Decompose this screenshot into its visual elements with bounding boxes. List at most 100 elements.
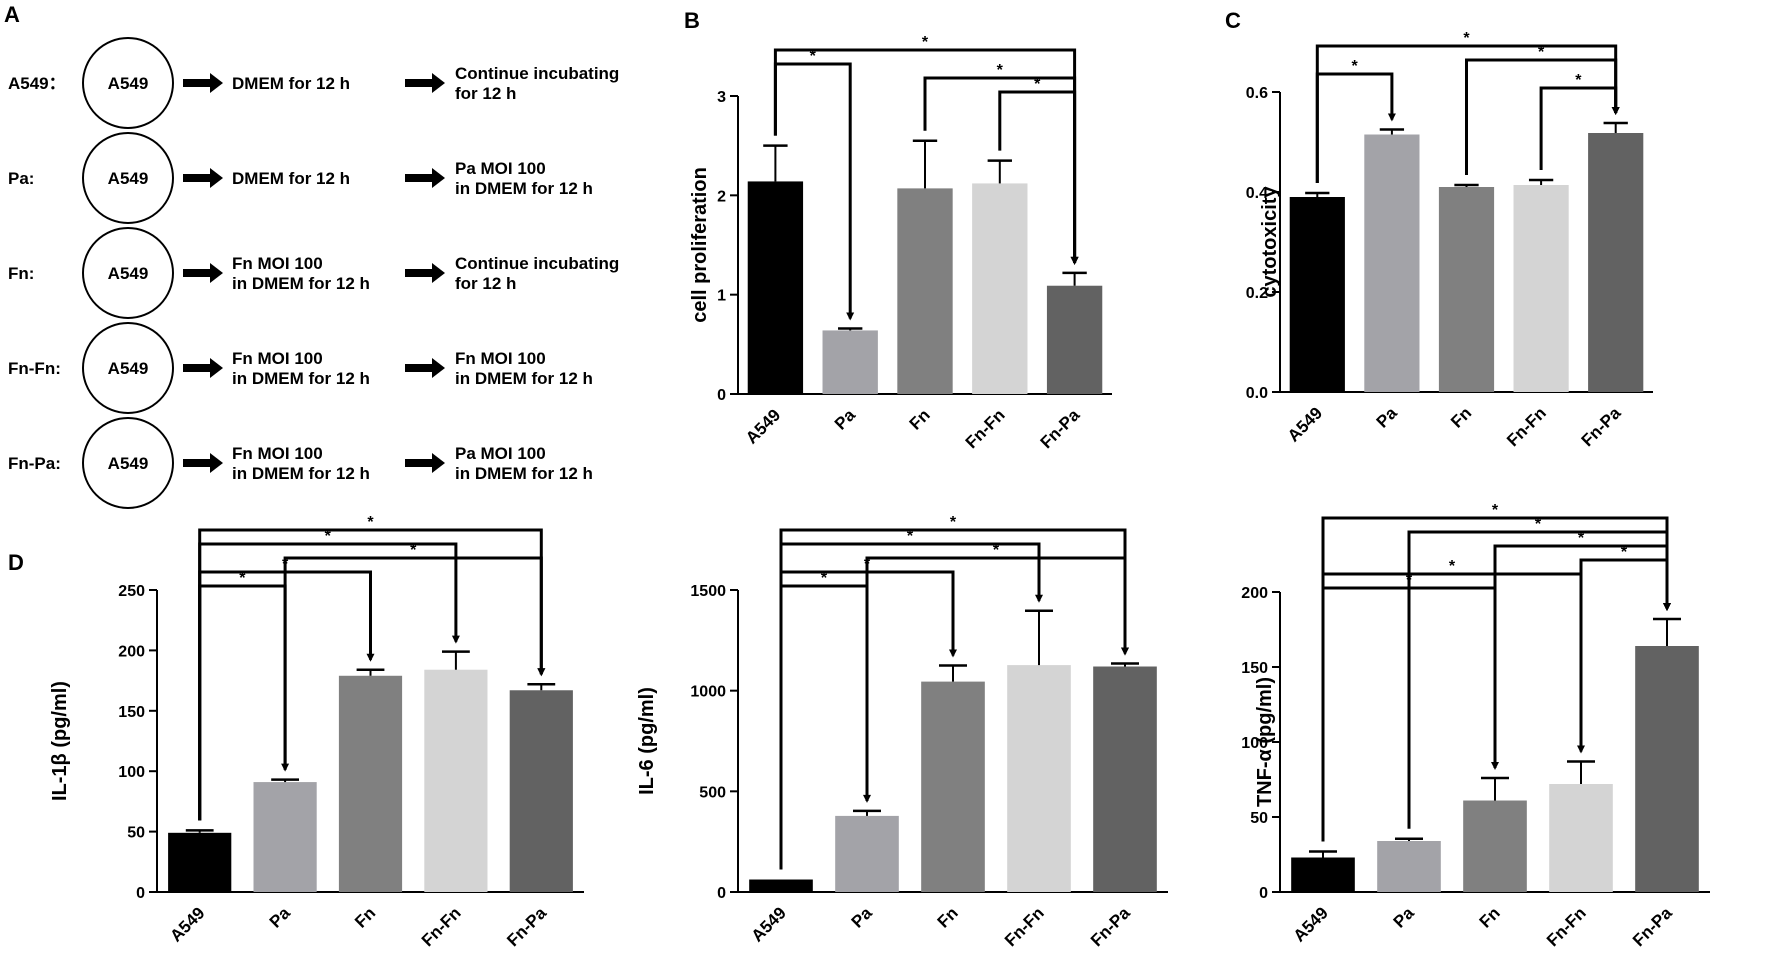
- bar-fn-pa: [1635, 646, 1699, 892]
- significance-arrowhead: [1387, 113, 1396, 122]
- significance-star: *: [1578, 530, 1585, 547]
- x-tick-label: A549: [1284, 403, 1326, 445]
- x-tick-label: A549: [742, 405, 784, 447]
- bar-fn-pa: [1046, 285, 1103, 394]
- x-tick-label: Pa: [1390, 903, 1419, 932]
- arrow-icon-head: [210, 263, 223, 283]
- significance-star: *: [1538, 44, 1545, 61]
- y-tick-label: 0: [1259, 885, 1268, 902]
- x-tick-label: Fn-Pa: [1578, 403, 1625, 450]
- workflow-step1-line-0: Fn MOI 100: [232, 349, 323, 368]
- significance-star: *: [1535, 516, 1542, 533]
- workflow-step2-line-1: for 12 h: [455, 274, 516, 293]
- bar-a549: [168, 832, 232, 892]
- bar-a549: [1291, 857, 1355, 892]
- bar-fn: [338, 675, 403, 892]
- arrow-icon: [405, 459, 432, 467]
- bar-fn: [1463, 800, 1527, 892]
- significance-star: *: [325, 528, 332, 545]
- significance-arrowhead: [846, 312, 855, 321]
- x-tick-label: Fn-Pa: [503, 903, 550, 950]
- significance-star: *: [367, 514, 374, 531]
- y-tick-label: 1500: [690, 583, 726, 600]
- arrow-icon: [405, 79, 432, 87]
- workflow-step2-line-1: in DMEM for 12 h: [455, 464, 593, 483]
- arrow-icon-head: [210, 168, 223, 188]
- significance-arrowhead: [1663, 603, 1671, 611]
- significance-arrowhead: [1121, 647, 1129, 656]
- x-tick-label: Fn-Fn: [1001, 903, 1048, 950]
- bar-pa: [835, 815, 899, 892]
- significance-arrowhead: [1035, 594, 1043, 603]
- significance-bracket: [1539, 86, 1618, 170]
- x-tick-label: Fn-Fn: [418, 903, 465, 950]
- workflow-row-label: Pa:: [8, 169, 34, 188]
- significance-arrowhead: [1611, 107, 1620, 115]
- arrow-icon-head: [432, 168, 445, 188]
- cell-circle-label: A549: [108, 74, 149, 93]
- arrow-icon-head: [432, 358, 445, 378]
- significance-arrowhead: [1577, 745, 1585, 754]
- workflow-step2-line-0: Pa MOI 100: [455, 159, 546, 178]
- arrow-icon-head: [432, 73, 445, 93]
- workflow-step1-line-1: in DMEM for 12 h: [232, 464, 370, 483]
- panel-label-c: C: [1225, 8, 1241, 33]
- significance-star: *: [1034, 76, 1041, 93]
- x-tick-label: Fn: [1447, 403, 1475, 431]
- y-axis-label: IL-1β (pg/ml): [49, 681, 71, 801]
- significance-bracket: [1407, 530, 1669, 829]
- bar-a549: [747, 181, 804, 394]
- y-axis-label: cell proliferation: [689, 167, 711, 323]
- chart-cytotoxicity: 0.0 0.2 0.4 0.6 cytotoxicity A549 Pa Fn Fn-Fn Fn-…: [1246, 30, 1653, 450]
- significance-arrowhead: [863, 794, 871, 803]
- arrow-icon-head: [210, 358, 223, 378]
- x-tick-label: Pa: [831, 405, 860, 434]
- workflow-step1-line-1: in DMEM for 12 h: [232, 369, 370, 388]
- bar-pa: [1364, 134, 1420, 392]
- y-tick-label: 0: [136, 885, 145, 902]
- significance-arrowhead: [537, 668, 546, 677]
- x-tick-label: Fn-Pa: [1037, 405, 1084, 452]
- significance-arrowhead: [451, 635, 460, 644]
- significance-star: *: [907, 528, 914, 545]
- arrow-icon: [405, 174, 432, 182]
- significance-star: *: [1449, 558, 1456, 575]
- y-tick-label: 200: [118, 643, 145, 660]
- chart-il1b: 0 50 100 150 200 250 IL-1β (pg/ml) A549 Pa Fn Fn-F…: [49, 514, 584, 950]
- significance-arrowhead: [1491, 762, 1499, 770]
- workflow-row-label: Fn:: [8, 264, 34, 283]
- x-tick-label: A549: [166, 903, 208, 945]
- workflow-step2-line-1: in DMEM for 12 h: [455, 369, 593, 388]
- cell-circle-label: A549: [108, 264, 149, 283]
- bar-pa: [1377, 841, 1441, 892]
- x-tick-label: Fn-Fn: [962, 405, 1009, 452]
- bar-fn-pa: [1093, 666, 1157, 892]
- significance-star: *: [1575, 72, 1582, 89]
- significance-star: *: [1492, 502, 1499, 519]
- arrow-icon: [183, 174, 210, 182]
- y-tick-label: 3: [717, 89, 726, 106]
- significance-bracket: [283, 556, 543, 770]
- cell-circle: [82, 37, 174, 129]
- workflow-step2-line-0: Continue incubating: [455, 254, 619, 273]
- significance-bracket: [1321, 586, 1497, 842]
- y-tick-label: 1: [717, 288, 726, 305]
- bar-fn-fn: [972, 183, 1028, 394]
- arrow-icon-head: [210, 453, 223, 473]
- significance-star: *: [864, 556, 871, 573]
- panel-label-a: A: [4, 2, 20, 27]
- workflow-step1-line-0: Fn MOI 100: [232, 254, 323, 273]
- y-tick-label: 150: [1241, 660, 1268, 677]
- cell-circle-label: A549: [108, 169, 149, 188]
- significance-star: *: [239, 570, 246, 587]
- x-tick-label: A549: [1290, 903, 1332, 945]
- y-tick-label: 0: [717, 885, 726, 902]
- y-tick-label: 0.2: [1246, 285, 1268, 302]
- workflow-step2-line-1: in DMEM for 12 h: [455, 179, 593, 198]
- bar-fn: [921, 681, 985, 892]
- arrow-icon-head: [432, 453, 445, 473]
- panel-label-b: B: [684, 8, 700, 33]
- y-tick-label: 100: [118, 764, 145, 781]
- x-tick-label: Fn-Pa: [1087, 903, 1134, 950]
